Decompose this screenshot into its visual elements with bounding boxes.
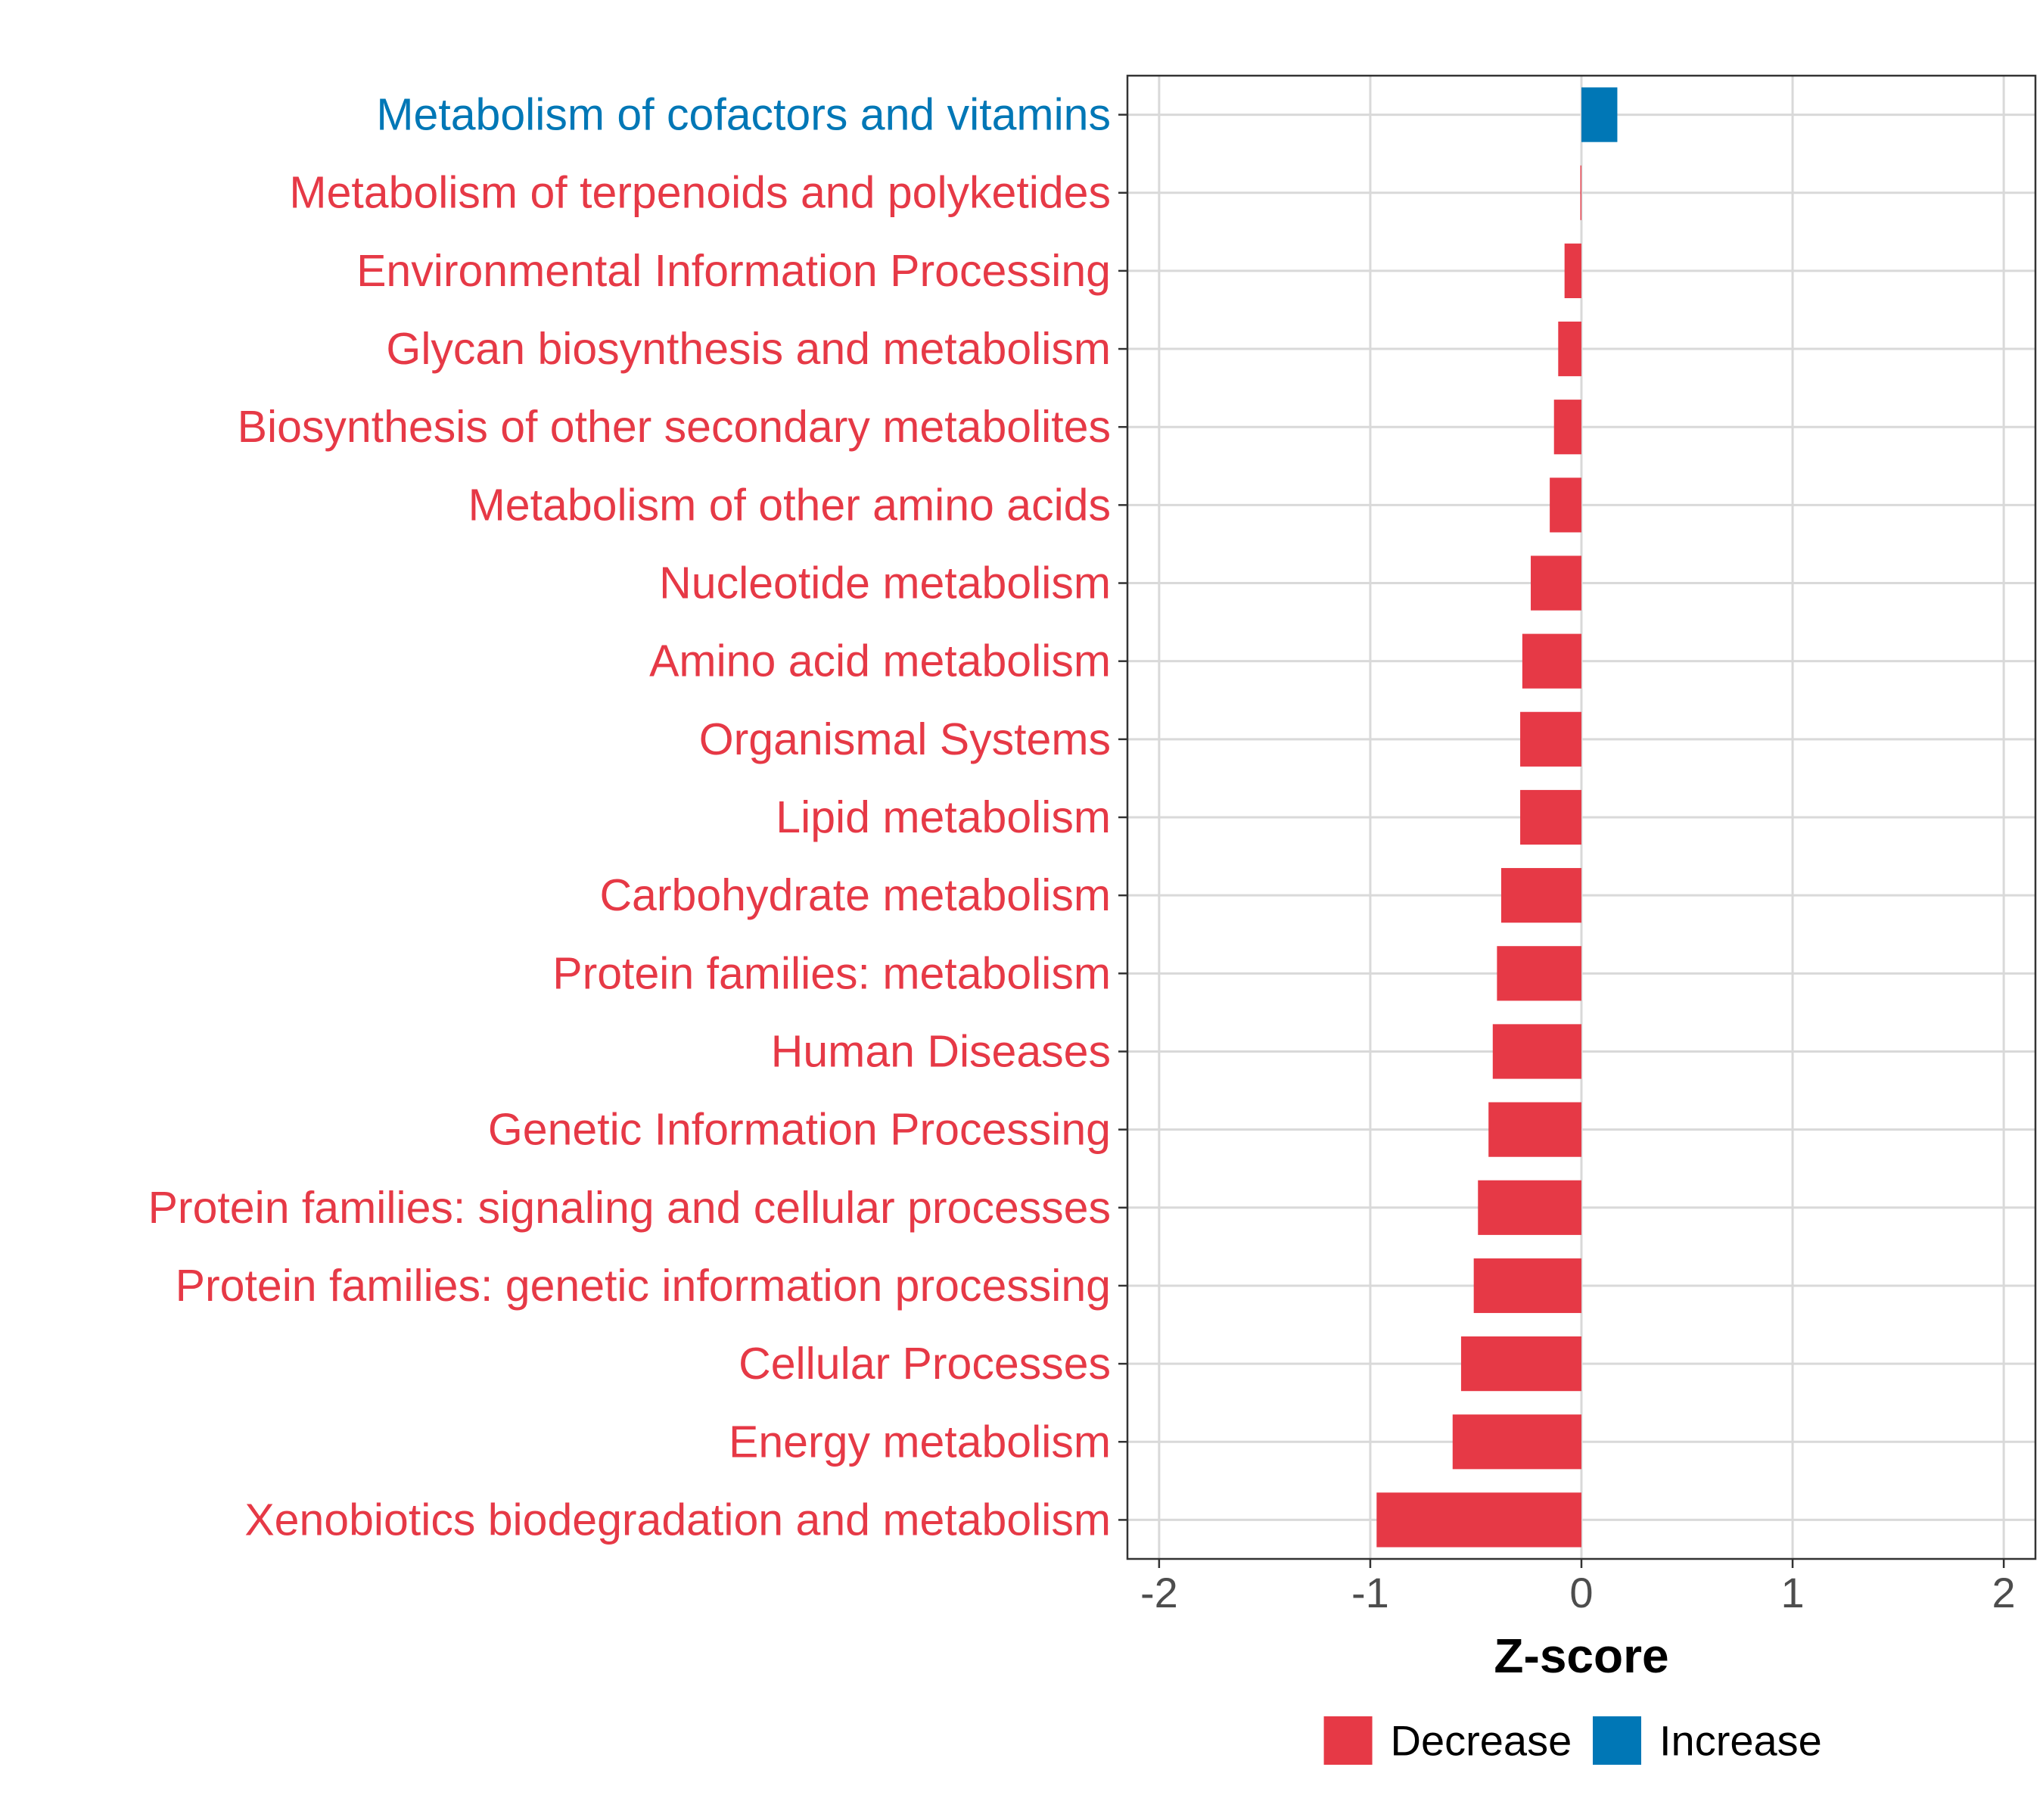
y-tick-label-6: Nucleotide metabolism xyxy=(659,558,1111,608)
bar-14 xyxy=(1478,1180,1581,1235)
y-tick-label-17: Energy metabolism xyxy=(729,1417,1111,1467)
legend-label-decrease: Decrease xyxy=(1391,1717,1572,1765)
bar-15 xyxy=(1473,1258,1581,1314)
y-tick-label-18: Xenobiotics biodegradation and metabolis… xyxy=(244,1495,1111,1545)
y-tick-label-9: Lipid metabolism xyxy=(776,792,1111,842)
legend-label-increase: Increase xyxy=(1659,1717,1822,1765)
y-tick-label-13: Genetic Information Processing xyxy=(488,1105,1111,1155)
bar-13 xyxy=(1488,1102,1581,1157)
bar-4 xyxy=(1553,400,1581,455)
bar-10 xyxy=(1500,868,1581,923)
bar-0 xyxy=(1581,87,1618,142)
y-tick-label-4: Biosynthesis of other secondary metaboli… xyxy=(238,402,1111,452)
legend-key-increase xyxy=(1593,1716,1641,1765)
y-tick-label-3: Glycan biosynthesis and metabolism xyxy=(386,324,1111,374)
bar-18 xyxy=(1376,1492,1581,1548)
y-tick-label-11: Protein families: metabolism xyxy=(552,948,1111,998)
bar-5 xyxy=(1550,478,1581,533)
legend-key-decrease xyxy=(1323,1716,1373,1765)
bar-11 xyxy=(1497,946,1581,1001)
x-tick-label-4: 2 xyxy=(1992,1569,2016,1616)
bar-8 xyxy=(1520,711,1581,767)
x-tick-label-3: 1 xyxy=(1780,1569,1804,1616)
y-tick-label-8: Organismal Systems xyxy=(699,714,1111,764)
bar-9 xyxy=(1520,789,1581,845)
bar-7 xyxy=(1522,633,1581,689)
bar-2 xyxy=(1564,243,1581,298)
y-tick-label-1: Metabolism of terpenoids and polyketides xyxy=(289,168,1111,218)
bar-12 xyxy=(1492,1024,1581,1079)
legend: Decrease Increase xyxy=(1323,1716,1822,1765)
x-tick-label-1: -1 xyxy=(1351,1569,1389,1616)
bars xyxy=(1376,87,1618,1548)
y-tick-label-10: Carbohydrate metabolism xyxy=(599,870,1111,920)
y-tick-label-2: Environmental Information Processing xyxy=(356,246,1111,296)
x-tick-label-2: 0 xyxy=(1569,1569,1593,1616)
y-tick-label-0: Metabolism of cofactors and vitamins xyxy=(376,90,1111,140)
x-axis-title: Z-score xyxy=(1494,1629,1668,1683)
y-tick-label-15: Protein families: genetic information pr… xyxy=(176,1261,1111,1311)
y-tick-label-14: Protein families: signaling and cellular… xyxy=(148,1183,1111,1233)
y-tick-label-16: Cellular Processes xyxy=(739,1339,1111,1389)
x-ticks: -2 -1 0 1 2 xyxy=(1140,1559,2016,1616)
bar-17 xyxy=(1452,1414,1581,1470)
bar-16 xyxy=(1460,1336,1581,1392)
y-tick-label-5: Metabolism of other amino acids xyxy=(468,480,1111,530)
bar-6 xyxy=(1531,555,1581,611)
y-tick-label-7: Amino acid metabolism xyxy=(649,636,1111,686)
bar-3 xyxy=(1558,321,1581,377)
y-ticks: Metabolism of cofactors and vitamins Meta… xyxy=(148,90,1127,1545)
x-tick-label-0: -2 xyxy=(1140,1569,1178,1616)
y-tick-label-12: Human Diseases xyxy=(771,1026,1111,1076)
